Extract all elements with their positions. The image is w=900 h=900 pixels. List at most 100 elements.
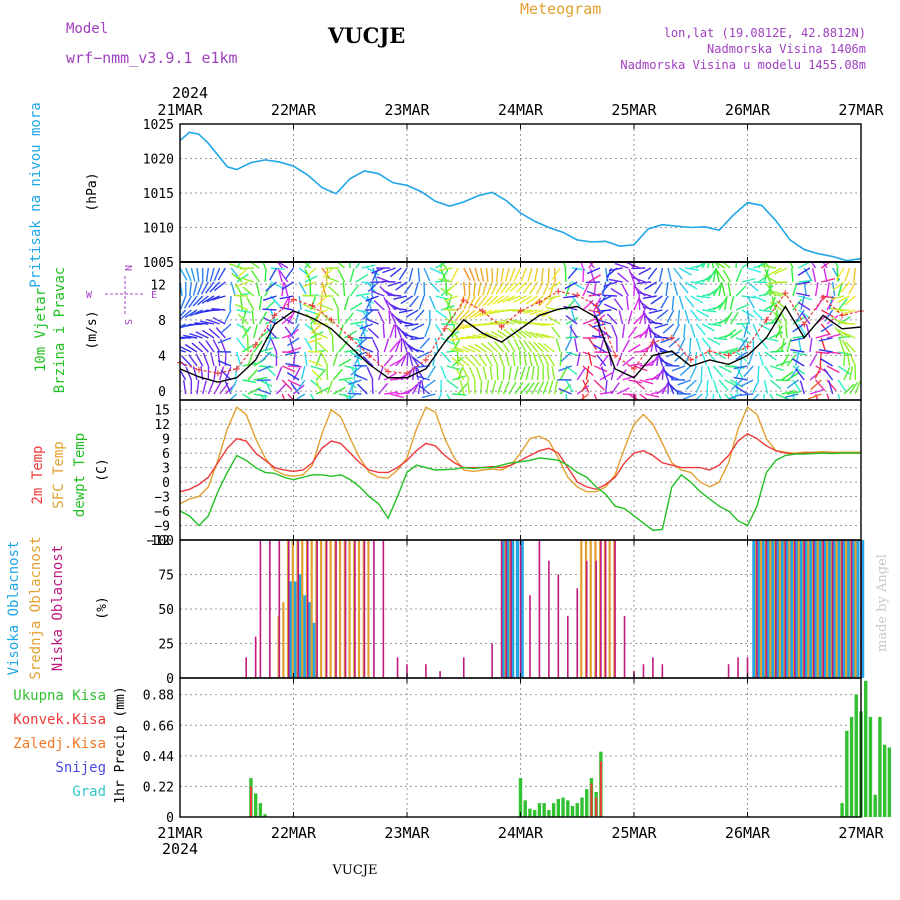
wind-barb <box>769 313 781 325</box>
wind-barb <box>310 365 325 371</box>
wind-barb <box>315 387 330 395</box>
wind-barb <box>365 309 368 325</box>
wind-barb <box>308 359 323 367</box>
wind-barb <box>196 380 200 395</box>
wind-barb <box>562 262 567 269</box>
wind-barb <box>397 326 408 339</box>
wind-barb <box>735 365 743 379</box>
wind-barb <box>475 366 482 381</box>
wind-barb <box>419 337 431 349</box>
wind-barb <box>398 320 413 325</box>
pressure-ytick: 1005 <box>143 256 174 271</box>
wind-barb <box>251 310 255 325</box>
wind-barb <box>275 366 283 381</box>
wind-barb <box>228 393 238 400</box>
wind-barb <box>795 351 800 366</box>
wind-barb <box>797 267 811 276</box>
wind-barb <box>487 341 499 353</box>
wind-barb <box>269 267 278 281</box>
wind-barb <box>610 366 616 381</box>
wind-barb <box>758 309 773 313</box>
wind-veil <box>180 262 861 400</box>
wind-barb <box>621 324 626 339</box>
wind-barb <box>532 295 544 306</box>
wind-barb <box>678 295 684 310</box>
precip-bar <box>840 803 844 817</box>
precip-bar <box>518 778 523 817</box>
wind-barb <box>546 353 556 367</box>
wind-barb <box>281 393 286 400</box>
wind-barb <box>477 354 488 367</box>
wind-barb <box>393 295 408 301</box>
wind-barb <box>735 303 750 311</box>
wind-gust-marker <box>460 297 467 304</box>
dewpt-line <box>179 452 861 532</box>
wind-barb <box>781 389 796 395</box>
wind-barb <box>564 337 573 351</box>
model-value: wrf−nmm_v3.9.1 e1km <box>66 49 238 67</box>
wind-barb <box>589 268 595 283</box>
cloud-ytick: 25 <box>158 638 174 653</box>
wind-barb <box>628 268 635 283</box>
wind-barb <box>519 329 533 339</box>
wind-barb <box>763 365 773 378</box>
wind-barb <box>410 347 425 353</box>
temp-ytick: −9 <box>154 520 170 535</box>
wind-barb <box>588 309 603 314</box>
wind-barb <box>337 269 346 283</box>
wind-barb <box>429 295 436 310</box>
pressure-ytick: 1015 <box>143 187 174 202</box>
wind-barb <box>658 267 664 282</box>
wind-barb <box>548 281 561 291</box>
wind-barb <box>310 323 323 334</box>
wind-barb <box>266 327 277 339</box>
precip-ytick: 0.44 <box>143 750 174 765</box>
precip-bar <box>580 797 584 817</box>
wind-gust-marker <box>668 334 675 341</box>
wind-barb <box>733 365 748 370</box>
wind-barb <box>355 292 370 297</box>
wind-barb <box>337 309 340 325</box>
wind-barb <box>812 268 817 283</box>
precip-legend-entry: Snijeg <box>55 760 106 776</box>
wind-barb <box>660 295 669 309</box>
wind-barb <box>665 281 669 296</box>
wind-barb <box>509 281 521 293</box>
wind-barb <box>344 330 358 339</box>
wind-barb <box>361 264 376 269</box>
wind-barb <box>582 267 585 283</box>
wind-barb <box>546 295 561 300</box>
wind-barb <box>763 274 777 283</box>
precip-ylabel: 1hr Precip (mm) <box>113 686 128 803</box>
wind-barb <box>485 380 490 395</box>
wind-barb <box>264 379 272 393</box>
wind-barb <box>353 365 357 380</box>
wind-barb <box>684 295 695 308</box>
wind-barb <box>298 295 302 310</box>
wind-gust-marker <box>441 325 448 332</box>
wind-barb <box>496 267 499 283</box>
precip-bar <box>547 810 551 817</box>
wind-barb <box>672 323 681 337</box>
wind-barb <box>307 350 322 353</box>
wind-barb <box>459 309 470 321</box>
wind-barb <box>502 380 510 395</box>
wind-barb <box>718 393 722 400</box>
wind-barb <box>389 393 404 399</box>
wind-barb <box>412 356 425 367</box>
wind-barb <box>365 318 379 325</box>
wind-barb <box>784 393 799 399</box>
wind-barb <box>667 267 672 282</box>
wind-barb <box>321 267 331 280</box>
wind-barb <box>350 320 365 325</box>
wind-barb <box>588 274 602 283</box>
wind-barb <box>738 337 749 350</box>
compass-north: N <box>122 265 133 271</box>
wind-barb <box>217 337 232 344</box>
wind-barb <box>231 272 243 283</box>
wind-barb <box>236 309 251 313</box>
wind-barb <box>798 309 811 319</box>
wind-barb <box>504 281 516 293</box>
wind-barb <box>787 390 802 395</box>
wind-barb <box>247 369 258 381</box>
